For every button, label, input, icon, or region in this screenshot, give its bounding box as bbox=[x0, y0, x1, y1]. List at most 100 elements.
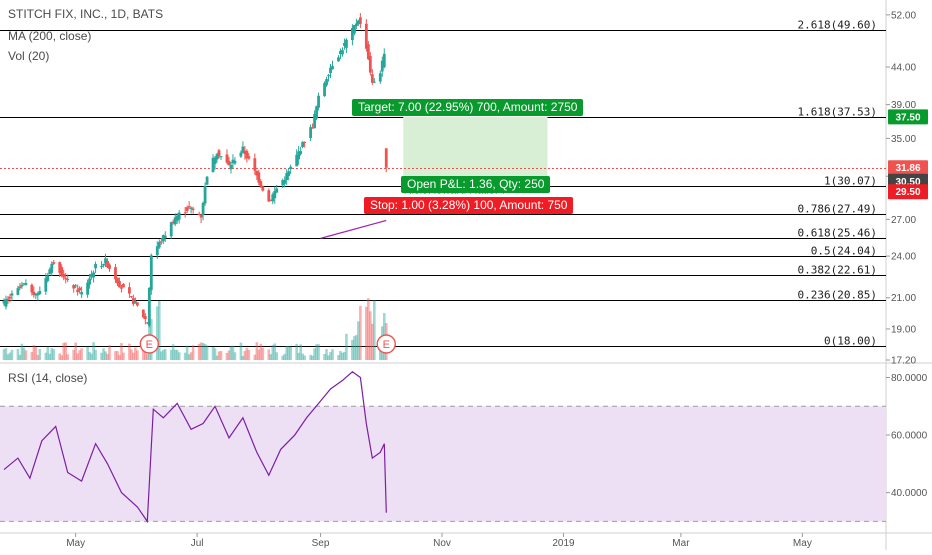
volume-bar bbox=[74, 342, 77, 360]
symbol-title: STITCH FIX, INC., 1D, BATS bbox=[8, 7, 164, 21]
volume-bar bbox=[267, 349, 271, 360]
candle-body bbox=[22, 283, 26, 285]
volume-bar bbox=[331, 349, 334, 360]
price-badge-label: 29.50 bbox=[895, 187, 920, 198]
volume-bar bbox=[20, 343, 24, 360]
volume-bar bbox=[18, 354, 22, 360]
candle-body bbox=[157, 242, 161, 248]
candle-body bbox=[247, 156, 251, 159]
candle-body bbox=[331, 66, 334, 70]
candle-body bbox=[8, 296, 12, 299]
open-pnl-callout[interactable]: Open P&L: 1.36, Qty: 250 bbox=[401, 176, 551, 193]
candle-body bbox=[205, 176, 209, 185]
candle-body bbox=[275, 188, 279, 193]
candle-body bbox=[52, 262, 56, 264]
volume-bar bbox=[94, 349, 97, 360]
volume-bar bbox=[355, 335, 358, 360]
candle-body bbox=[189, 207, 193, 209]
volume-bar bbox=[191, 345, 195, 360]
volume-bar bbox=[275, 352, 279, 360]
volume-bar bbox=[341, 352, 344, 360]
candle-body bbox=[345, 39, 348, 48]
rsi-legend: RSI (14, close) bbox=[8, 371, 88, 385]
candle-body bbox=[94, 264, 97, 269]
candle-body bbox=[143, 316, 147, 320]
volume-bar bbox=[217, 351, 221, 360]
volume-bar bbox=[303, 355, 306, 360]
candle-body bbox=[311, 127, 314, 129]
volume-bar bbox=[100, 352, 103, 360]
earnings-marker-label: E bbox=[146, 339, 153, 351]
volume-bar bbox=[255, 342, 259, 360]
volume-bar bbox=[144, 346, 147, 360]
candle-body bbox=[317, 95, 320, 108]
candle-body bbox=[217, 150, 221, 156]
price-tick-label: 44.00 bbox=[891, 62, 916, 73]
candle-body bbox=[161, 235, 165, 242]
candle-body bbox=[287, 171, 291, 177]
volume-bar bbox=[132, 352, 135, 360]
volume-bar bbox=[16, 348, 20, 360]
candle-body bbox=[159, 241, 163, 243]
candle-body bbox=[285, 173, 289, 180]
candle-body bbox=[358, 17, 362, 24]
candle-body bbox=[130, 296, 133, 298]
target-callout[interactable]: Target: 7.00 (22.95%) 700, Amount: 2750 bbox=[352, 99, 584, 116]
volume-bar bbox=[229, 346, 233, 360]
candle-body bbox=[72, 284, 76, 289]
earnings-marker bbox=[139, 334, 160, 354]
candle-body bbox=[86, 282, 90, 295]
volume-bar bbox=[177, 352, 181, 360]
candle-body bbox=[351, 27, 354, 41]
candle-body bbox=[100, 266, 103, 268]
volume-bar bbox=[203, 343, 207, 360]
volume-bar bbox=[24, 350, 28, 360]
volume-bar bbox=[136, 350, 139, 360]
candle-body bbox=[354, 23, 358, 27]
volume-bar bbox=[155, 306, 159, 360]
candle-body bbox=[378, 73, 382, 82]
candle-body bbox=[76, 289, 80, 293]
candle-body bbox=[283, 179, 287, 184]
rsi-tick-label: 80.0000 bbox=[891, 373, 928, 384]
volume-bar bbox=[367, 298, 370, 360]
rsi-line bbox=[3, 371, 387, 524]
candle-body bbox=[46, 275, 50, 281]
volume-bar bbox=[311, 355, 314, 360]
candle-body bbox=[323, 83, 326, 97]
volume-bar bbox=[108, 345, 111, 360]
candle-body bbox=[32, 291, 36, 295]
candle-body bbox=[356, 20, 360, 25]
candle-body bbox=[141, 309, 145, 318]
candle-body bbox=[4, 299, 8, 307]
stop-callout[interactable]: Stop: 1.00 (3.28%) 100, Amount: 750 bbox=[364, 197, 574, 214]
price-tick-label: 27.00 bbox=[891, 215, 916, 226]
volume-bar bbox=[38, 349, 42, 360]
volume-bar bbox=[273, 343, 277, 360]
candle-body bbox=[297, 151, 301, 160]
candle-body bbox=[239, 152, 243, 157]
volume-bar bbox=[22, 347, 26, 360]
volume-bar bbox=[369, 311, 372, 360]
time-tick-label: Mar bbox=[672, 538, 690, 549]
candle-body bbox=[44, 278, 48, 292]
volume-bar bbox=[86, 346, 89, 360]
candle-body bbox=[114, 267, 117, 280]
volume-bar bbox=[257, 349, 261, 360]
candle-body bbox=[301, 141, 305, 148]
volume-bar bbox=[116, 351, 119, 360]
candle-body bbox=[261, 186, 265, 191]
volume-bar bbox=[189, 352, 193, 360]
volume-bar bbox=[114, 351, 117, 360]
time-tick-label: Jul bbox=[191, 538, 204, 549]
candle-body bbox=[213, 157, 217, 164]
volume-bar bbox=[345, 333, 348, 360]
candle-body bbox=[187, 206, 191, 208]
fib-label: 0(18.00) bbox=[824, 335, 877, 348]
candle-body bbox=[243, 150, 247, 155]
candle-body bbox=[185, 207, 189, 211]
volume-bar bbox=[233, 352, 237, 360]
earnings-marker bbox=[376, 334, 396, 354]
time-tick-label: Sep bbox=[312, 538, 330, 549]
volume-bar bbox=[351, 339, 354, 360]
